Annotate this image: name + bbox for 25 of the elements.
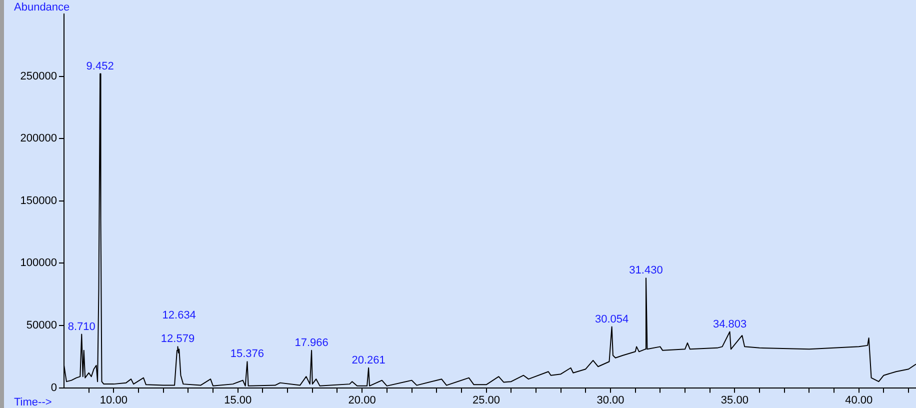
annotation: 17.966 [294,336,328,349]
annotation: 9.452 [86,60,114,72]
annotation: 30.054 [594,313,629,326]
x-tick-label: 15.00 [224,394,252,406]
annotation: 8.710 [68,320,96,333]
annotation: 15.376 [230,348,264,360]
y-tick-label: 150000 [20,194,57,207]
annotation: 31.430 [629,264,663,277]
y-tick-label: 250000 [20,70,57,82]
x-axis-title: Time--> [14,396,52,408]
y-axis-title: Abundance [14,2,70,14]
x-tick-label: 35.00 [720,394,748,406]
y-tick-label: 100000 [20,257,57,270]
annotation: 20.261 [352,354,386,366]
x-tick-label: 30.00 [596,394,624,406]
annotation: 12.579 [160,333,195,346]
x-tick-label: 10.00 [100,394,128,406]
annotation: 12.634 [162,310,196,322]
x-tick-label: 40.00 [845,394,873,406]
x-tick-label: 20.00 [348,394,376,406]
y-tick-label: 200000 [20,132,57,145]
x-tick-label: 25.00 [472,394,500,406]
annotation: 34.803 [712,318,747,330]
y-tick-label: 50000 [26,320,57,332]
y-tick-label: 0 [50,382,57,394]
